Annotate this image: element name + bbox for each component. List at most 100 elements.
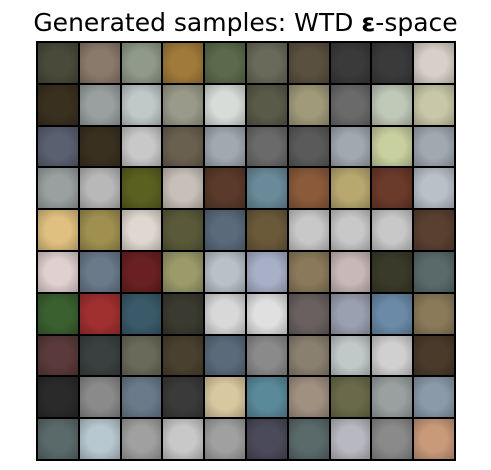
sample-image-r8-c4 (163, 335, 204, 376)
sample-image-r1-c8 (330, 43, 371, 83)
sample-image-r4-c8 (330, 168, 371, 209)
sample-image-r1-c1 (38, 43, 78, 83)
sample-image-r10-c8 (330, 419, 371, 459)
sample-image-r7-c6 (246, 293, 287, 334)
sample-image-r5-c5 (205, 210, 245, 250)
sample-image-r7-c10 (414, 293, 454, 334)
generated-samples-grid (36, 41, 456, 461)
sample-image-r2-c3 (121, 84, 162, 125)
sample-image-r9-c5 (205, 377, 245, 418)
sample-image-r10-c10 (414, 419, 454, 459)
sample-image-r1-c2 (79, 43, 120, 83)
sample-image-r5-c3 (121, 210, 162, 250)
sample-image-r1-c3 (121, 43, 162, 83)
sample-image-r9-c10 (414, 377, 454, 418)
sample-image-r7-c9 (372, 293, 413, 334)
sample-image-r7-c5 (205, 293, 245, 334)
sample-image-r9-c9 (372, 377, 413, 418)
sample-image-r3-c7 (288, 126, 329, 167)
sample-image-r6-c5 (205, 251, 245, 292)
sample-image-r4-c2 (79, 168, 120, 209)
sample-image-r6-c7 (288, 251, 329, 292)
sample-image-r8-c3 (121, 335, 162, 376)
title-epsilon-symbol: ε (361, 8, 376, 37)
sample-image-r2-c10 (414, 84, 454, 125)
sample-image-r6-c9 (372, 251, 413, 292)
sample-image-r1-c4 (163, 43, 204, 83)
title-suffix-text: -space (375, 8, 458, 37)
sample-image-r8-c5 (205, 335, 245, 376)
sample-image-r6-c2 (79, 251, 120, 292)
sample-image-r10-c4 (163, 419, 204, 459)
sample-image-r5-c2 (79, 210, 120, 250)
sample-image-r10-c3 (121, 419, 162, 459)
sample-image-r5-c1 (38, 210, 78, 250)
sample-image-r8-c2 (79, 335, 120, 376)
title-main-text: Generated samples: WTD (33, 8, 362, 37)
sample-image-r4-c3 (121, 168, 162, 209)
sample-image-r6-c8 (330, 251, 371, 292)
sample-image-r4-c5 (205, 168, 245, 209)
sample-image-r7-c3 (121, 293, 162, 334)
sample-image-r1-c6 (246, 43, 287, 83)
sample-image-r2-c1 (38, 84, 78, 125)
sample-image-r5-c4 (163, 210, 204, 250)
sample-image-r9-c7 (288, 377, 329, 418)
sample-image-r7-c2 (79, 293, 120, 334)
sample-image-r9-c1 (38, 377, 78, 418)
sample-image-r2-c2 (79, 84, 120, 125)
sample-image-r2-c5 (205, 84, 245, 125)
sample-image-r4-c7 (288, 168, 329, 209)
sample-image-r5-c7 (288, 210, 329, 250)
sample-image-r4-c4 (163, 168, 204, 209)
sample-image-r7-c7 (288, 293, 329, 334)
sample-image-r3-c8 (330, 126, 371, 167)
sample-image-r5-c8 (330, 210, 371, 250)
sample-image-r4-c1 (38, 168, 78, 209)
sample-image-r8-c6 (246, 335, 287, 376)
sample-image-r3-c6 (246, 126, 287, 167)
sample-image-r2-c6 (246, 84, 287, 125)
sample-image-r2-c9 (372, 84, 413, 125)
sample-image-r10-c1 (38, 419, 78, 459)
sample-image-r8-c9 (372, 335, 413, 376)
sample-image-r9-c3 (121, 377, 162, 418)
sample-image-r2-c7 (288, 84, 329, 125)
sample-image-r9-c8 (330, 377, 371, 418)
sample-image-r9-c4 (163, 377, 204, 418)
sample-image-r2-c4 (163, 84, 204, 125)
sample-image-r3-c10 (414, 126, 454, 167)
sample-image-r9-c6 (246, 377, 287, 418)
sample-image-r4-c6 (246, 168, 287, 209)
sample-image-r8-c7 (288, 335, 329, 376)
sample-image-r7-c8 (330, 293, 371, 334)
sample-image-r2-c8 (330, 84, 371, 125)
sample-image-r3-c5 (205, 126, 245, 167)
sample-image-r10-c7 (288, 419, 329, 459)
sample-image-r6-c6 (246, 251, 287, 292)
sample-image-r10-c2 (79, 419, 120, 459)
sample-image-r7-c4 (163, 293, 204, 334)
sample-image-r1-c7 (288, 43, 329, 83)
sample-image-r8-c8 (330, 335, 371, 376)
sample-image-r5-c9 (372, 210, 413, 250)
sample-image-r5-c6 (246, 210, 287, 250)
sample-image-r4-c9 (372, 168, 413, 209)
sample-image-r8-c1 (38, 335, 78, 376)
sample-image-r3-c1 (38, 126, 78, 167)
sample-image-r6-c1 (38, 251, 78, 292)
sample-image-r6-c3 (121, 251, 162, 292)
sample-image-r5-c10 (414, 210, 454, 250)
sample-image-r10-c6 (246, 419, 287, 459)
sample-image-r3-c4 (163, 126, 204, 167)
figure-title: Generated samples: WTD ε-space (0, 6, 491, 40)
sample-image-r10-c9 (372, 419, 413, 459)
sample-image-r6-c10 (414, 251, 454, 292)
sample-image-r6-c4 (163, 251, 204, 292)
sample-image-r9-c2 (79, 377, 120, 418)
sample-image-r3-c2 (79, 126, 120, 167)
sample-image-r1-c9 (372, 43, 413, 83)
sample-image-r1-c5 (205, 43, 245, 83)
sample-image-r3-c3 (121, 126, 162, 167)
sample-image-r4-c10 (414, 168, 454, 209)
